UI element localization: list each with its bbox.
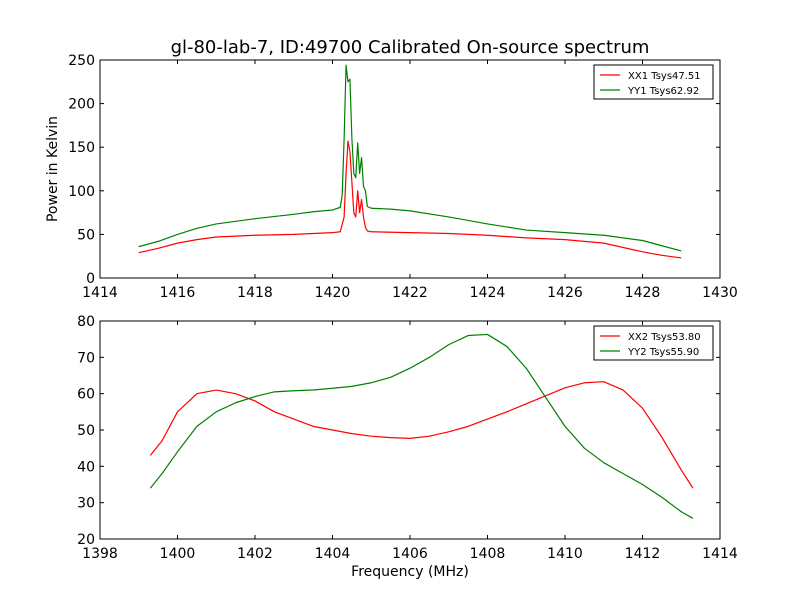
x-tick-label: 1430 xyxy=(702,285,738,301)
y-tick-label: 80 xyxy=(77,314,95,330)
x-tick-label: 1416 xyxy=(160,285,196,301)
x-tick-label: 1406 xyxy=(392,546,428,562)
legend-label: YY1 Tsys62.92 xyxy=(627,86,699,97)
y-tick-label: 20 xyxy=(77,532,95,548)
y-tick-label: 0 xyxy=(86,271,95,287)
legend-label: XX1 Tsys47.51 xyxy=(628,71,701,82)
plot-panel-2: 1398 1400 1402 1404 1406 1408 1410 1412 1414 20 30… xyxy=(77,314,738,580)
series-line-1-1 xyxy=(138,140,682,259)
x-tick-label: 1414 xyxy=(82,285,118,301)
x-tick-label: 1428 xyxy=(625,285,661,301)
x-tick-label: 1410 xyxy=(547,546,583,562)
x-tick-label: 1422 xyxy=(392,285,428,301)
chart-title: gl-80-lab-7, ID:49700 Calibrated On-sour… xyxy=(171,37,650,58)
x-tick-label: 1412 xyxy=(625,546,661,562)
y-axis-label: Power in Kelvin xyxy=(45,116,61,222)
series-line-2-1 xyxy=(149,381,694,489)
x-tick-label: 1398 xyxy=(82,546,118,562)
legend: XX2 Tsys53.80 YY2 Tsys55.90 xyxy=(593,325,714,361)
legend-box xyxy=(593,325,714,361)
legend-label: YY2 Tsys55.90 xyxy=(627,347,699,358)
x-tick-label: 1414 xyxy=(702,546,738,562)
y-tick-label: 50 xyxy=(77,423,95,439)
y-tick-label: 70 xyxy=(77,350,95,366)
y-tick-label: 30 xyxy=(77,496,95,512)
x-tick-label: 1424 xyxy=(470,285,506,301)
x-tick-label: 1408 xyxy=(470,546,506,562)
x-axis-label: Frequency (MHz) xyxy=(351,564,469,580)
plot-panel-1: 1414 1416 1418 1420 1422 1424 1426 1428 1430 0 50 1… xyxy=(45,53,738,301)
legend-box xyxy=(593,64,714,100)
legend-label: XX2 Tsys53.80 xyxy=(628,332,701,343)
x-tick-label: 1400 xyxy=(160,546,196,562)
y-tick-label: 150 xyxy=(68,140,95,156)
y-tick-label: 100 xyxy=(68,184,95,200)
legend: XX1 Tsys47.51 YY1 Tsys62.92 xyxy=(593,64,714,100)
x-tick-label: 1426 xyxy=(547,285,583,301)
x-tick-label: 1404 xyxy=(315,546,351,562)
y-tick-label: 200 xyxy=(68,97,95,113)
series-line-2-2 xyxy=(149,333,694,519)
y-tick-label: 40 xyxy=(77,459,95,475)
plot-panels: 1414 1416 1418 1420 1422 1424 1426 1428 14300501… xyxy=(45,53,738,580)
y-tick-label: 60 xyxy=(77,387,95,403)
y-tick-label: 50 xyxy=(77,227,95,243)
x-tick-label: 1418 xyxy=(237,285,273,301)
y-tick-label: 250 xyxy=(68,53,95,69)
x-tick-label: 1402 xyxy=(237,546,273,562)
x-tick-label: 1420 xyxy=(315,285,351,301)
series-line-1-2 xyxy=(138,64,682,252)
